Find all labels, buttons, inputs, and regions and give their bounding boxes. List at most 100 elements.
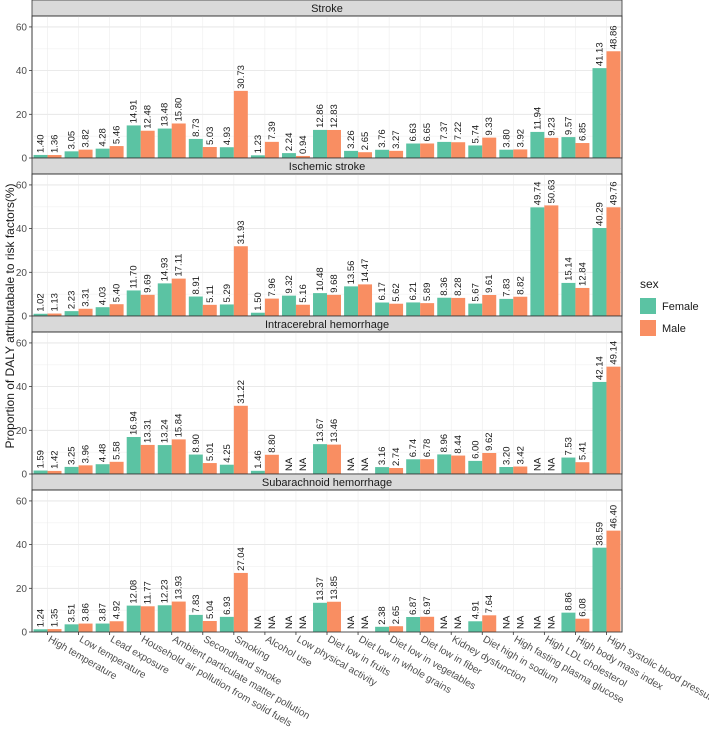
label-female: NA	[253, 615, 264, 629]
bar-female	[250, 312, 265, 316]
label-female: 14.93	[160, 258, 171, 282]
label-male: 3.92	[515, 129, 526, 148]
label-female: 9.32	[284, 275, 295, 294]
label-male: NA	[546, 615, 557, 629]
label-male: 13.93	[174, 576, 185, 600]
label-male: 2.65	[360, 132, 371, 151]
bar-male	[482, 452, 497, 474]
bar-male	[575, 143, 590, 158]
y-tick-label: 40	[16, 224, 28, 235]
y-tick-label: 40	[16, 382, 28, 393]
bar-female	[33, 470, 48, 474]
label-male: 1.35	[50, 609, 61, 628]
label-female: 3.26	[346, 130, 357, 149]
bar-male	[327, 601, 341, 632]
bar-female	[157, 283, 172, 316]
bar-female	[437, 141, 452, 158]
bar-female	[126, 125, 141, 158]
bar-male	[358, 284, 373, 316]
label-male: 8.28	[453, 277, 464, 296]
bar-female	[219, 304, 234, 316]
label-male: 50.63	[546, 180, 557, 204]
label-male: 7.39	[267, 121, 278, 140]
bar-male	[513, 296, 528, 316]
label-male: 15.80	[174, 98, 185, 122]
label-female: 3.16	[377, 447, 388, 466]
facet-strip-title: Ischemic stroke	[289, 161, 365, 173]
label-male: 49.14	[608, 341, 619, 365]
label-male: 5.41	[577, 442, 588, 461]
label-female: 12.08	[129, 580, 140, 604]
bar-female	[561, 457, 576, 474]
y-tick-label: 0	[21, 628, 27, 639]
bar-female	[64, 624, 79, 632]
bar-male	[202, 620, 217, 632]
label-female: 2.23	[67, 291, 78, 310]
bar-male	[171, 439, 186, 474]
bar-female	[406, 302, 421, 316]
y-tick-label: 0	[21, 154, 27, 165]
label-female: 10.48	[315, 267, 326, 291]
bar-female	[188, 454, 203, 474]
bar-female	[313, 129, 327, 158]
legend-label: Male	[662, 323, 686, 335]
label-female: 5.74	[470, 125, 481, 144]
facet-strip-title: Stroke	[311, 3, 343, 15]
bar-male	[109, 461, 124, 474]
y-tick-label: 60	[16, 22, 28, 33]
bar-female	[375, 149, 390, 158]
bar-female	[561, 612, 576, 632]
label-female: 1.46	[253, 450, 264, 469]
label-male: 5.46	[112, 126, 123, 145]
label-male: 1.36	[50, 135, 61, 154]
bar-male	[544, 205, 559, 316]
bar-female	[406, 143, 421, 158]
label-male: 27.04	[236, 547, 247, 571]
bar-male	[78, 465, 93, 474]
label-female: NA	[532, 615, 543, 629]
label-male: 3.82	[81, 129, 92, 148]
label-male: 31.93	[236, 220, 247, 244]
label-female: 12.86	[315, 104, 326, 128]
bar-female	[95, 148, 110, 158]
bar-female	[468, 145, 483, 158]
label-female: 11.94	[532, 107, 543, 130]
bar-male	[47, 470, 62, 474]
bar-male	[109, 146, 124, 158]
bar-female	[468, 621, 483, 632]
bar-male	[420, 303, 435, 316]
bar-male	[78, 308, 93, 316]
label-male: 9.69	[143, 274, 154, 293]
label-female: 13.56	[346, 261, 357, 285]
y-tick-label: 40	[16, 66, 28, 77]
label-female: 1.50	[253, 292, 264, 311]
bar-female	[157, 605, 172, 632]
label-male: 31.22	[236, 380, 247, 404]
label-male: 17.11	[174, 254, 185, 277]
label-male: 7.22	[453, 122, 464, 141]
label-male: 12.84	[577, 262, 588, 286]
bar-male	[233, 405, 248, 474]
label-female: 3.25	[67, 446, 78, 465]
label-male: 4.92	[112, 601, 123, 620]
label-female: NA	[532, 457, 543, 471]
label-male: 5.40	[112, 284, 123, 303]
bar-female	[188, 296, 203, 316]
bar-male	[358, 152, 373, 158]
label-female: 3.51	[67, 604, 78, 623]
bar-male	[295, 304, 310, 316]
label-female: 5.29	[222, 284, 233, 303]
label-male: 11.77	[143, 581, 154, 604]
bar-female	[313, 602, 327, 632]
y-tick-label: 0	[21, 470, 27, 481]
label-female: 4.25	[222, 444, 233, 463]
label-male: 3.86	[81, 603, 92, 622]
label-male: 3.42	[515, 446, 526, 465]
label-male: 2.65	[391, 606, 402, 625]
label-male: 3.96	[81, 445, 92, 464]
label-female: NA	[346, 457, 357, 471]
label-male: 9.23	[546, 117, 557, 136]
bar-female	[219, 616, 234, 632]
label-male: 8.82	[515, 276, 526, 295]
y-axis-title: Proportion of DALY attributabale to risk…	[3, 183, 17, 448]
